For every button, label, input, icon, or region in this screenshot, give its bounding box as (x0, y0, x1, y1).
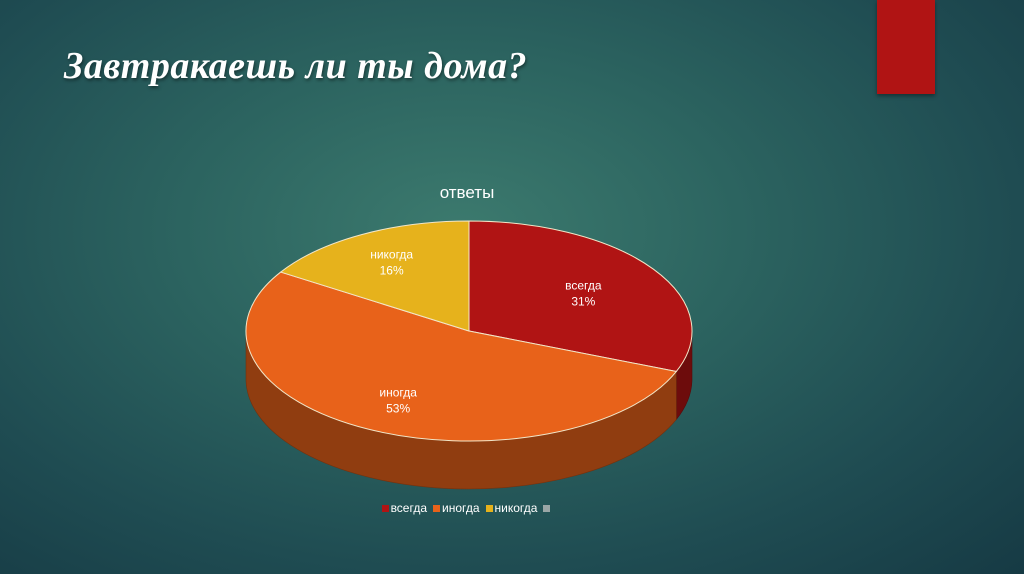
legend-label: никогда (494, 501, 538, 515)
legend-item (543, 504, 552, 512)
data-label-value: 53% (386, 402, 410, 416)
legend-label: всегда (390, 501, 427, 515)
pie-slice-никогда (279, 220, 470, 332)
legend-item: иногда (433, 501, 480, 515)
data-label-value: 31% (571, 295, 595, 309)
slide-title: Завтракаешь ли ты дома? (64, 45, 528, 87)
legend-label: иногда (442, 501, 480, 515)
data-label-category: всегда (565, 279, 602, 293)
pie-data-labels: всегда 31% иногда 53% никогда 16% (370, 248, 602, 416)
pie-top (245, 220, 693, 442)
legend-swatch (485, 504, 493, 512)
legend-swatch (433, 504, 440, 512)
pie-slice-всегда (468, 220, 693, 373)
accent-bar (877, 0, 935, 94)
chart-title: ответы (439, 183, 495, 202)
chart-legend: всегда иногда никогда (0, 501, 934, 515)
data-label-category: иногда (379, 386, 417, 400)
legend-item: всегда (381, 501, 427, 515)
pie-slice-иногда (245, 271, 678, 442)
data-label-value: 16% (380, 264, 404, 278)
legend-swatch (381, 504, 389, 512)
legend-item: никогда (485, 501, 538, 515)
data-label-category: никогда (370, 248, 413, 262)
legend-swatch (543, 504, 551, 512)
